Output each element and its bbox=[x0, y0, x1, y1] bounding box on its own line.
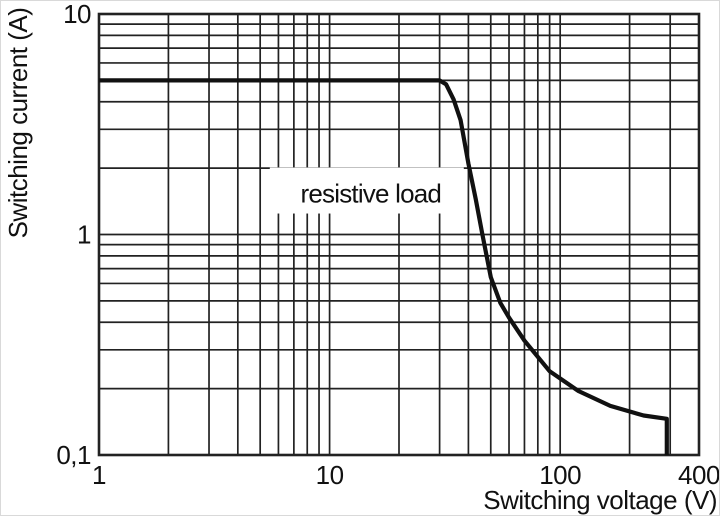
x-tick-label: 10 bbox=[316, 460, 344, 490]
annotation-resistive-load: resistive load bbox=[301, 179, 442, 209]
y-axis-title: Switching current (A) bbox=[3, 8, 33, 239]
x-tick-label: 100 bbox=[539, 460, 581, 490]
x-tick-label: 1 bbox=[92, 460, 106, 490]
x-tick-label: 400 bbox=[678, 460, 720, 490]
annotation-background bbox=[269, 167, 464, 214]
y-tick-label: 1 bbox=[77, 220, 91, 250]
x-axis-title: Switching voltage (V) bbox=[483, 485, 717, 515]
plot-frame bbox=[97, 12, 701, 457]
curve-maximum-switching-capacity-resistive-load bbox=[99, 78, 669, 455]
y-tick-label: 0,1 bbox=[56, 440, 91, 470]
y-tick-label: 10 bbox=[63, 1, 91, 29]
load-limit-curve bbox=[99, 78, 669, 455]
